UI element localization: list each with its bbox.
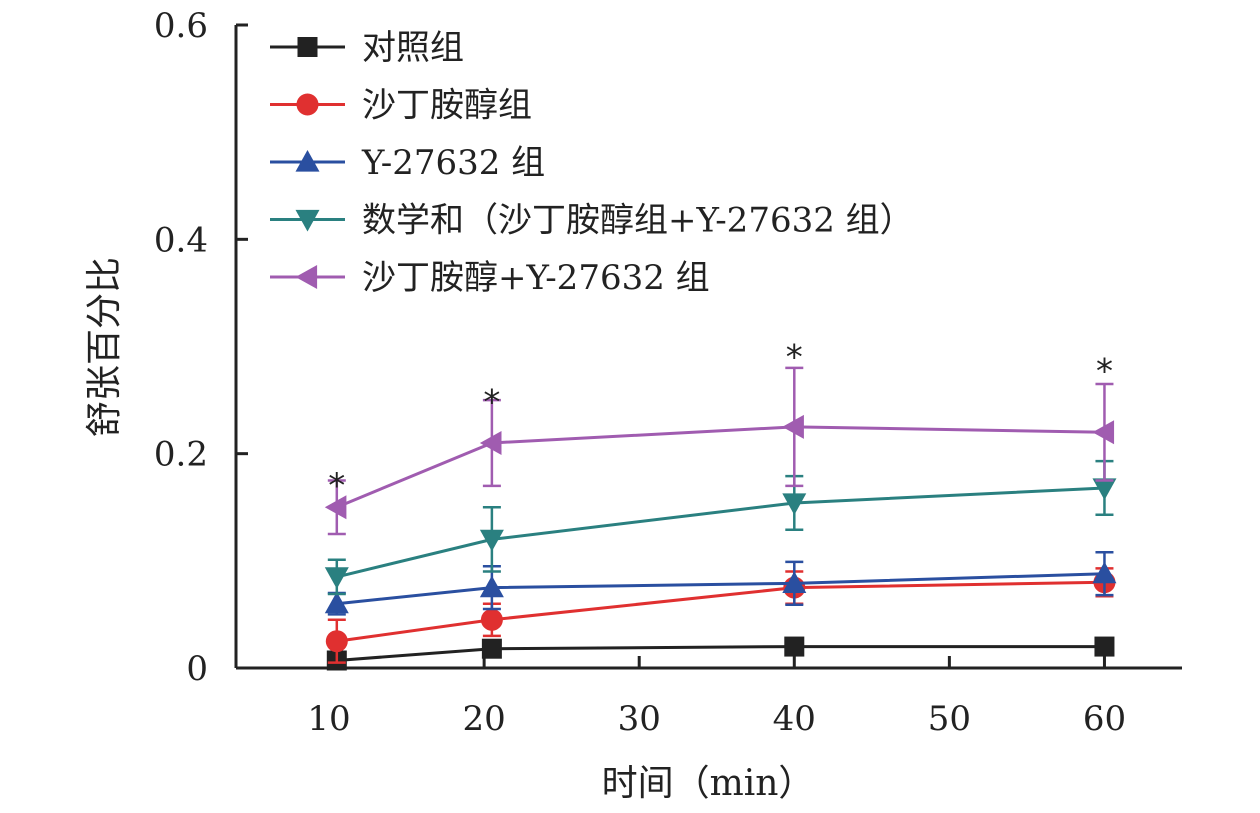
legend-label: 数学和（沙丁胺醇组+Y-27632 组） [362,201,914,241]
data-point [324,495,347,520]
x-tick-label: 30 [618,699,661,739]
x-tick-label: 10 [307,699,350,739]
data-point [1092,478,1117,500]
data-point [480,608,503,631]
series-2 [325,567,1116,664]
data-point [782,493,807,515]
legend-marker [295,150,320,172]
series-line [336,580,1105,643]
data-point [479,529,504,552]
legend-label: 对照组 [362,28,464,68]
significance-marker: * [483,383,500,423]
data-point [782,414,804,439]
ticks: 10 20 30 40 50 60 0 0.2 0.4 0.6 [154,6,1126,739]
data-point [481,638,502,659]
legend-item-4: 数学和（沙丁胺醇组+Y-27632 组） [270,201,914,241]
series-5 [324,366,1115,536]
data-point [479,575,504,598]
series-4 [324,459,1117,596]
y-tick-label: 0 [186,649,208,689]
series-line [336,425,1105,509]
series-line [336,486,1105,579]
legend-item-5: 沙丁胺醇+Y-27632 组 [270,258,710,298]
legend-marker [297,37,318,57]
x-axis-title: 时间（min） [602,763,815,804]
significance-marker: * [1096,351,1113,391]
data-point [479,430,502,455]
legend-marker [295,209,320,232]
x-tick-label: 50 [928,699,971,739]
legend-label: 沙丁胺醇+Y-27632 组 [362,258,710,298]
x-tick-label: 20 [462,699,505,739]
significance-layer: * * * * [328,338,1113,507]
data-point [1092,561,1117,584]
legend-label: Y-27632 组 [361,143,545,183]
axes [234,25,1182,670]
significance-marker: * [328,466,345,506]
significance-marker: * [786,338,803,378]
y-tick-label: 0.4 [154,220,208,260]
y-tick-label: 0.2 [154,435,208,475]
series-1 [326,636,1115,671]
legend-marker [296,93,319,116]
x-tick-label: 40 [773,699,816,739]
data-point [782,571,807,593]
y-axis-title: 舒张百分比 [84,257,125,437]
series-layer [324,366,1117,671]
y-tick-label: 0.6 [154,6,208,46]
data-point [1092,420,1115,445]
data-point [784,636,805,657]
series-line [336,645,1105,662]
x-tick-label: 60 [1083,699,1126,739]
data-point [1094,636,1115,657]
data-point [325,630,348,653]
legend-item-3: Y-27632 组 [270,143,545,183]
legend-marker [295,265,318,289]
legend-item-2: 沙丁胺醇组 [270,86,532,126]
legend-item-1: 对照组 [270,28,464,68]
data-point [324,567,349,589]
series-line [336,572,1105,606]
legend-label: 沙丁胺醇组 [362,86,532,126]
data-point [324,591,349,614]
